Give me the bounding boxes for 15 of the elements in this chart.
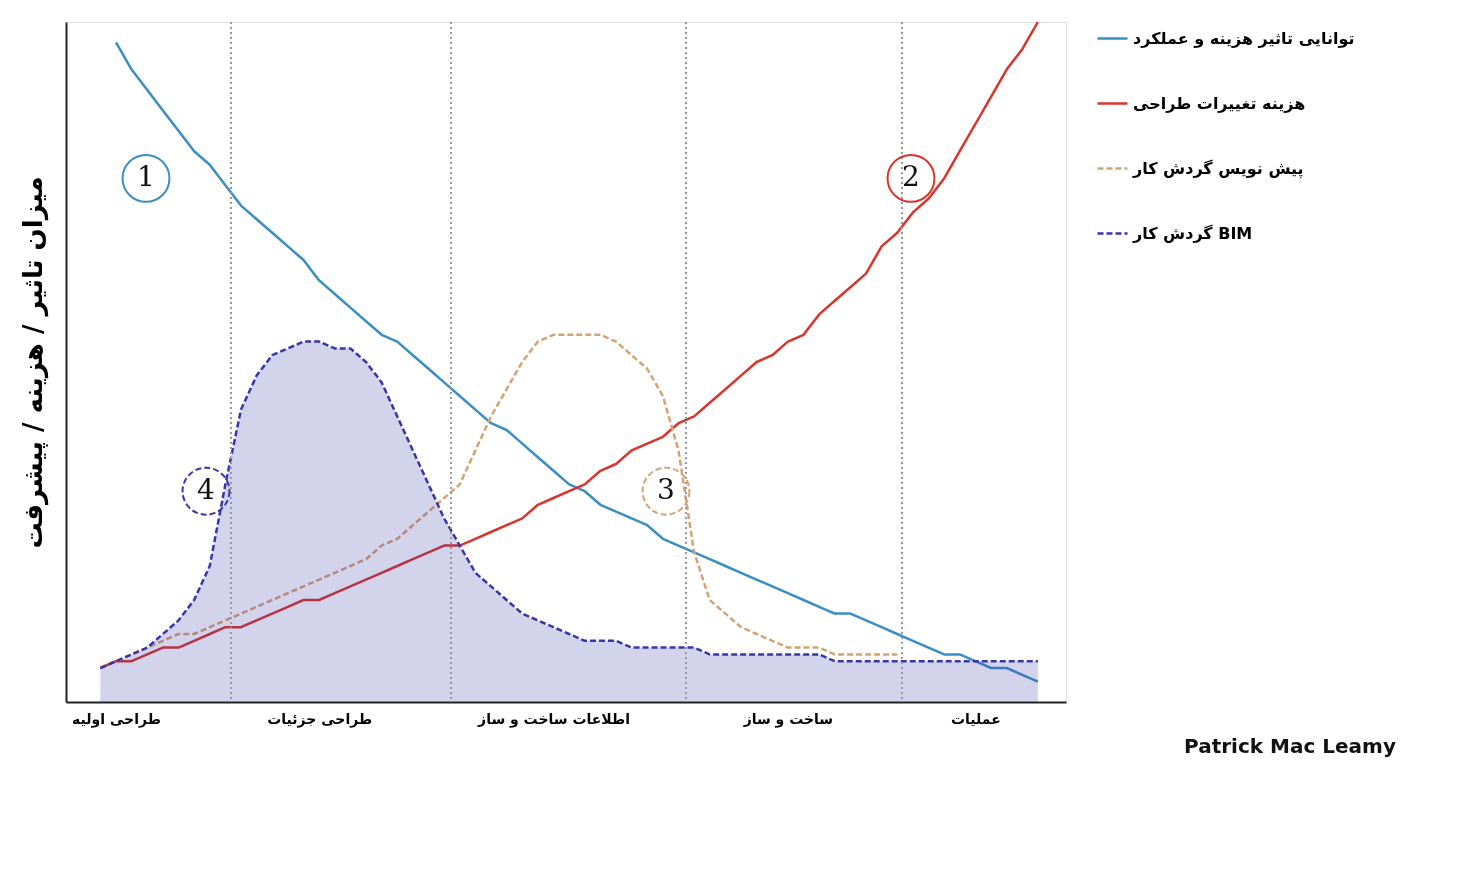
legend-label: پیش نویس گردش کار [1132, 158, 1304, 179]
legend-label: هزینه تغییرات طراحی [1133, 93, 1306, 113]
annotation: 1 [137, 160, 155, 194]
annotation: 3 [657, 473, 675, 507]
x-tick-label: عملیات [951, 710, 1001, 727]
text: Patrick Mac Leamy [1184, 734, 1396, 758]
x-tick-label: طراحی اولیه [72, 710, 161, 728]
annotation: 4 [197, 473, 215, 507]
annotation: 2 [902, 160, 920, 194]
legend-label: گردش کار BIM [1132, 223, 1253, 243]
x-tick-label: ساخت و ساز [742, 710, 834, 728]
legend-label: توانایی تاثیر هزینه و عملکرد [1133, 28, 1355, 48]
x-tick-label: اطلاعات ساخت و ساز [477, 710, 630, 728]
x-tick-label: طراحی جزئیات [267, 710, 373, 728]
y-axis-title: میزان تاثیر / هزینه / پیشرفت [17, 176, 49, 549]
